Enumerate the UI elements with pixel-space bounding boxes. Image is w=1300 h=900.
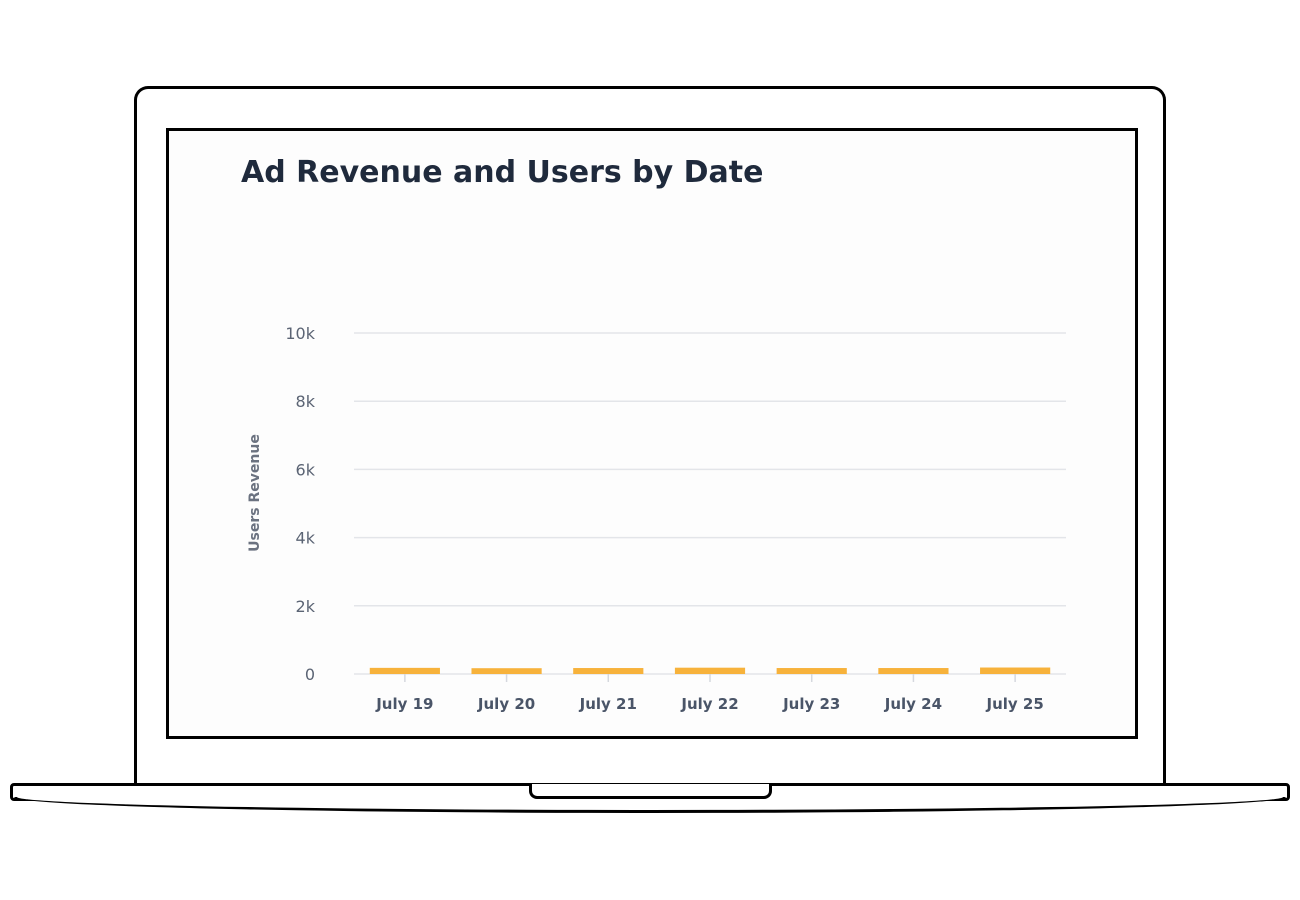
bar[interactable] (674, 667, 746, 674)
y-tick-label: 0 (305, 665, 315, 684)
bar[interactable] (878, 668, 949, 674)
bar[interactable] (471, 668, 542, 674)
bar[interactable] (980, 667, 1051, 674)
laptop-base-bottom (14, 797, 1286, 813)
chart-title: Ad Revenue and Users by Date (241, 155, 764, 190)
y-tick-label: 6k (296, 460, 316, 479)
laptop-screen: Ad Revenue and Users by Date 0 2k 4k 6k 8k 10… (166, 128, 1138, 739)
x-tick-label: July 23 (782, 695, 840, 713)
x-tick-label: July 25 (986, 695, 1044, 713)
chart-area: 0 2k 4k 6k 8k 10k July 19 July 20 July 21 July 2… (247, 324, 1066, 713)
y-tick-label: 4k (296, 529, 316, 548)
x-tick-label: July 20 (477, 695, 535, 713)
y-tick-label: 8k (296, 392, 316, 411)
x-tick-label: July 19 (375, 695, 433, 713)
x-tick-label: July 22 (680, 695, 738, 713)
x-tick-label: July 24 (884, 695, 942, 713)
x-tick-label: July 21 (579, 695, 637, 713)
y-tick-label: 2k (296, 597, 316, 616)
bar[interactable] (776, 668, 847, 674)
y-tick-label: 10k (285, 324, 315, 343)
bar[interactable] (573, 668, 644, 674)
y-axis-title: Users Revenue (247, 434, 263, 552)
bar[interactable] (369, 667, 440, 674)
laptop-notch (529, 784, 772, 799)
